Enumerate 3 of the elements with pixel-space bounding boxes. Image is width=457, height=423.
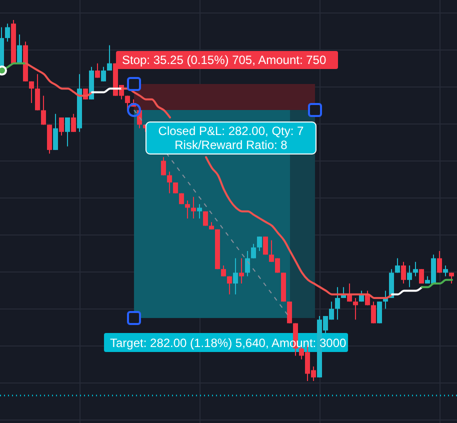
- annotation: Risk/Reward Ratio: 8: [174, 138, 288, 152]
- annotation: Stop: 35.25 (0.15%) 705, Amount: 750: [122, 53, 326, 67]
- annotation: Closed P&L: 282.00, Qty: 7: [158, 124, 304, 138]
